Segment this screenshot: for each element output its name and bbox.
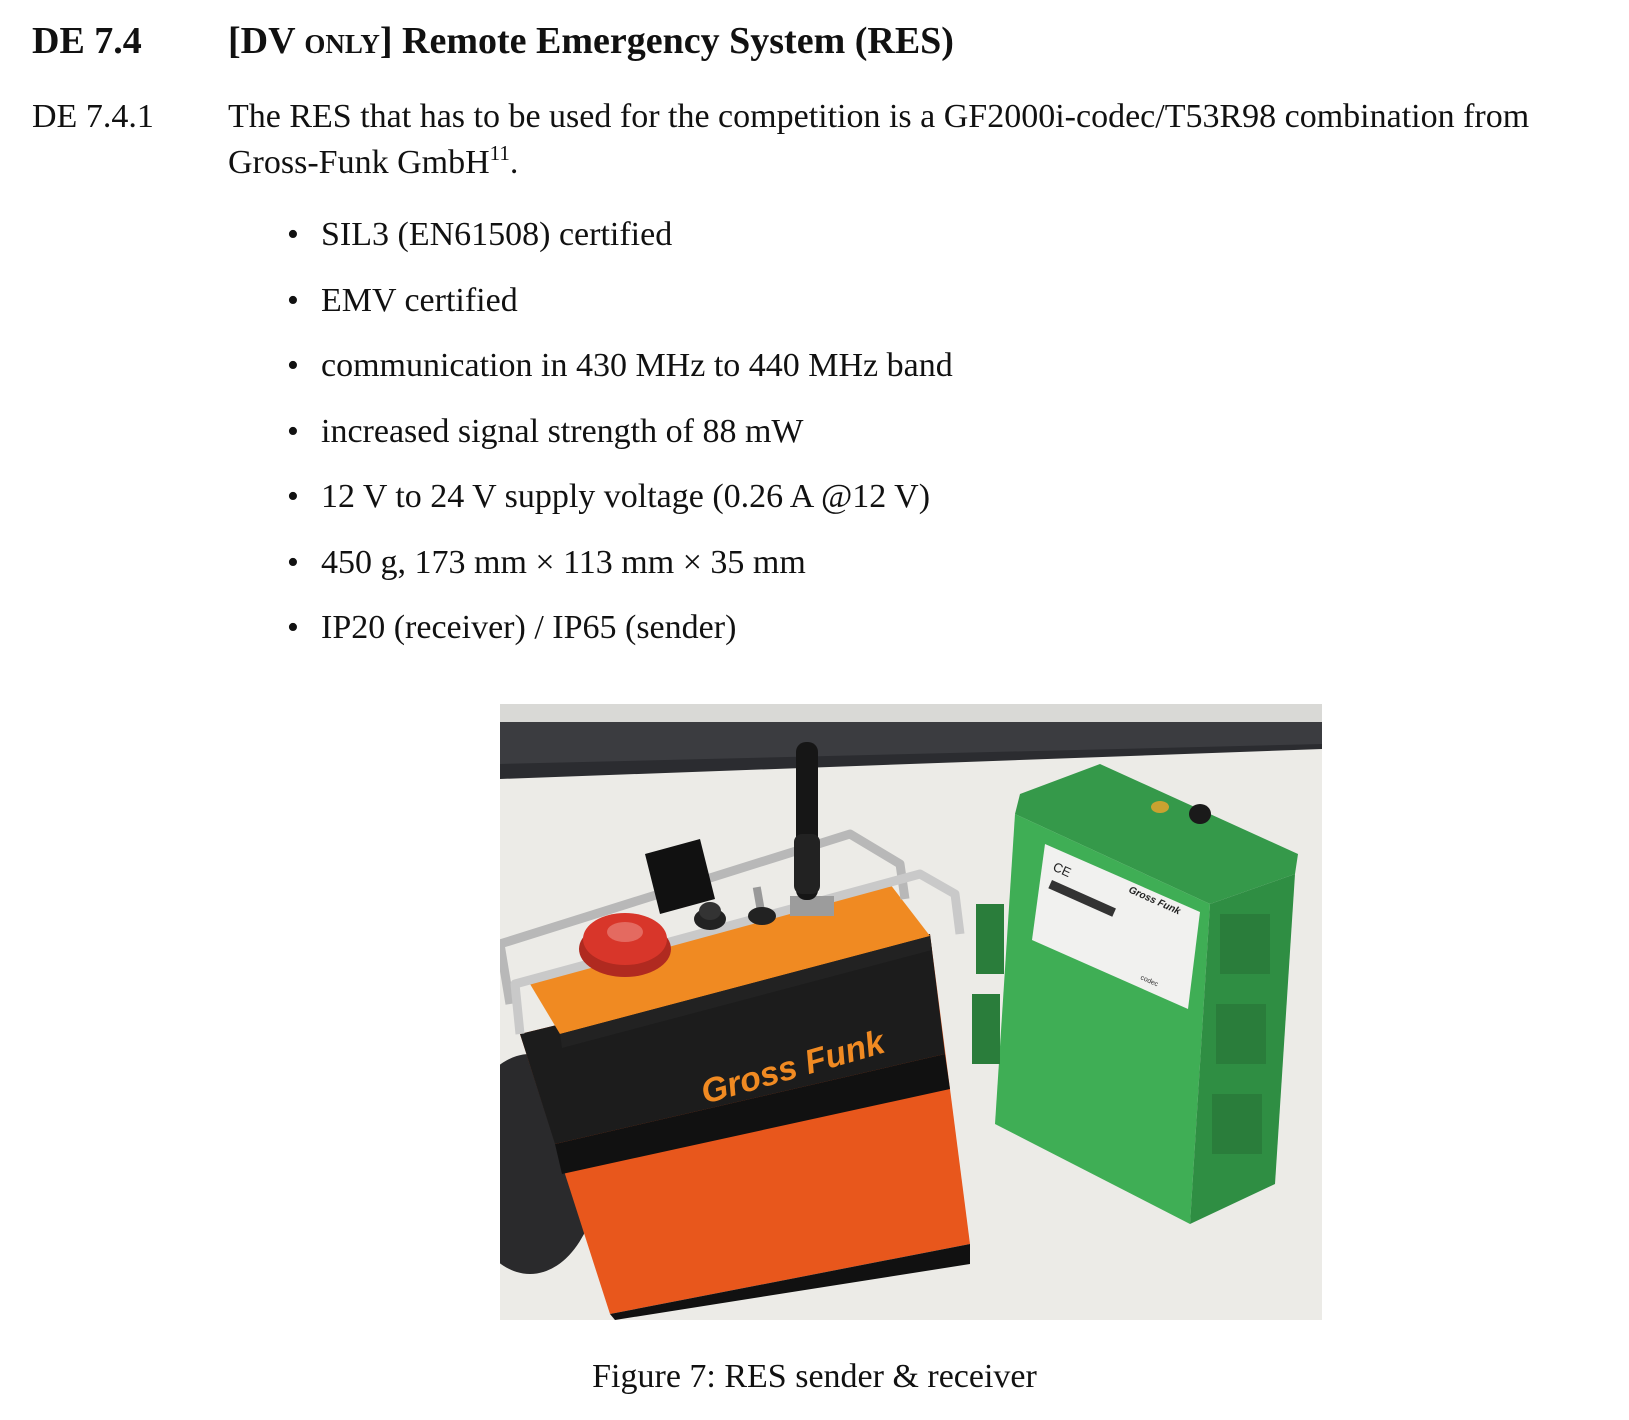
list-item-text: EMV certified bbox=[321, 281, 518, 319]
section-number: DE 7.4 bbox=[32, 20, 142, 62]
receiver-ce-mark: CE bbox=[1051, 859, 1074, 880]
sender-panel bbox=[530, 884, 930, 1034]
list-item-text: 12 V to 24 V supply voltage (0.26 A @12 … bbox=[321, 478, 931, 515]
title-only: only bbox=[304, 20, 380, 62]
bullet-glyph: • bbox=[287, 347, 299, 384]
title-bracket-open: [DV bbox=[228, 20, 305, 62]
bullet-glyph: • bbox=[287, 543, 299, 581]
section-title: [DV only] Remote Emergency System (RES) bbox=[228, 14, 954, 68]
sender-knob bbox=[699, 902, 721, 920]
receiver-label-sticker bbox=[1032, 844, 1200, 1009]
sender-panel-edge bbox=[560, 936, 932, 1048]
list-item: • increased signal strength of 88 mW bbox=[287, 409, 953, 475]
title-text: Remote Emergency System (RES) bbox=[392, 20, 954, 62]
rule-number: DE 7.4.1 bbox=[32, 98, 154, 135]
rule-text-end: . bbox=[509, 144, 519, 181]
figure-photo: Gross Funk bbox=[500, 704, 1322, 1320]
figure-caption: Figure 7: RES sender & receiver bbox=[592, 1358, 1037, 1395]
receiver-terminal-2 bbox=[1216, 1004, 1266, 1064]
stop-button-highlight bbox=[607, 922, 643, 942]
antenna-base bbox=[794, 834, 820, 894]
list-item-text: SIL3 (EN61508) certified bbox=[321, 216, 673, 253]
rule-text-body: The RES that has to be used for the comp… bbox=[228, 98, 1530, 181]
receiver-terminal-3 bbox=[1212, 1094, 1262, 1154]
list-item: • IP20 (receiver) / IP65 (sender) bbox=[287, 605, 953, 671]
sender-handle-strap bbox=[645, 839, 715, 914]
background-wall bbox=[500, 704, 1322, 722]
list-item-text: communication in 430 MHz to 440 MHz band bbox=[321, 347, 953, 384]
photo-illustration: Gross Funk bbox=[500, 704, 1322, 1320]
list-item: • 450 g, 173 mm × 113 mm × 35 mm bbox=[287, 540, 953, 606]
bullet-glyph: • bbox=[287, 216, 299, 253]
sender-unit: Gross Funk bbox=[500, 742, 970, 1320]
receiver-barcode bbox=[1048, 880, 1116, 917]
sender-bag-top-band bbox=[520, 934, 945, 1144]
list-item: • 12 V to 24 V supply voltage (0.26 A @12… bbox=[287, 474, 953, 540]
list-item: • communication in 430 MHz to 440 MHz ban… bbox=[287, 343, 953, 409]
receiver-terminal-left-2 bbox=[972, 994, 1000, 1064]
list-item-text: increased signal strength of 88 mW bbox=[321, 412, 804, 450]
list-item: • SIL3 (EN61508) certified bbox=[287, 212, 953, 278]
receiver-unit: CE Gross Funk codec bbox=[972, 764, 1298, 1224]
spec-list: • SIL3 (EN61508) certified • EMV certified… bbox=[287, 212, 953, 671]
title-bracket-close: ] bbox=[379, 20, 393, 62]
bullet-glyph: • bbox=[287, 609, 299, 646]
receiver-top bbox=[1015, 764, 1298, 904]
receiver-knob bbox=[1189, 804, 1211, 824]
list-item-text: IP20 (receiver) / IP65 (sender) bbox=[321, 609, 737, 646]
antenna-mount bbox=[790, 896, 834, 916]
sender-handle-front bbox=[510, 869, 965, 1035]
bullet-glyph: • bbox=[287, 478, 299, 515]
receiver-terminal-1 bbox=[1220, 914, 1270, 974]
rule-text: The RES that has to be used for the comp… bbox=[228, 94, 1608, 186]
sender-toggle-switch bbox=[752, 886, 766, 914]
list-item: • EMV certified bbox=[287, 278, 953, 344]
list-item-text: 450 g, 173 mm × 113 mm × 35 mm bbox=[321, 543, 806, 581]
bullet-glyph: • bbox=[287, 281, 299, 319]
sender-toggle-base bbox=[748, 907, 776, 925]
footnote-link[interactable]: 11 bbox=[489, 141, 510, 165]
sender-bag-bottom bbox=[610, 1244, 970, 1320]
sender-bag-strap bbox=[555, 1054, 950, 1174]
receiver-terminal-left-1 bbox=[976, 904, 1004, 974]
receiver-antenna-connector bbox=[1151, 801, 1169, 813]
bullet-glyph: • bbox=[287, 412, 299, 450]
